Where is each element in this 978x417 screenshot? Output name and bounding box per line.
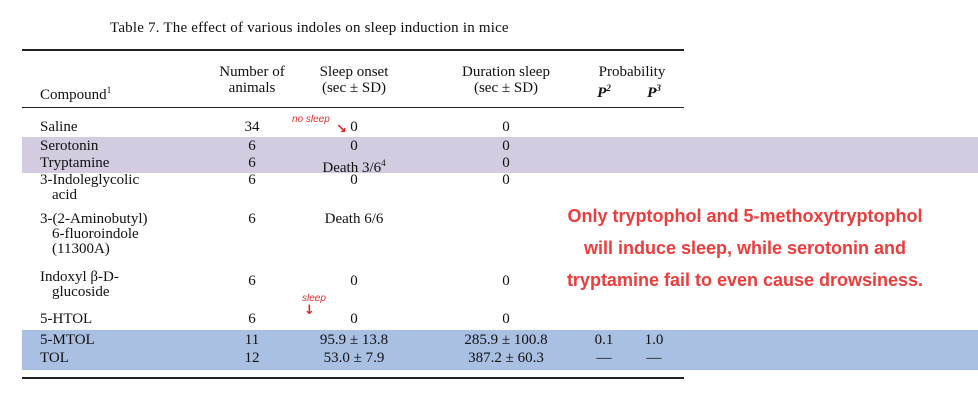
- compound-name: TOL: [40, 350, 69, 366]
- compound-name: Tryptamine: [40, 155, 110, 171]
- header-sleep-onset: Sleep onset (sec ± SD): [319, 64, 389, 96]
- duration-value: 0: [502, 273, 510, 289]
- sleep-onset-value: 53.0 ± 7.9: [323, 350, 385, 366]
- p3-value: 1.0: [644, 332, 664, 348]
- header-p3: P3: [647, 83, 661, 101]
- compound-name: 5-HTOL: [40, 311, 93, 327]
- header-p2: P2: [597, 83, 611, 101]
- compound-name: Serotonin: [40, 138, 99, 154]
- animal-count: 6: [248, 211, 256, 227]
- table-top-rule: [22, 49, 684, 51]
- duration-value: 0: [502, 155, 510, 171]
- table-bottom-rule: [22, 377, 684, 379]
- sleep-onset-value: 0: [350, 172, 358, 188]
- animal-count: 6: [248, 311, 256, 327]
- annotation-sleep: sleep: [302, 293, 326, 304]
- table-caption: Table 7. The effect of various indoles o…: [110, 20, 509, 36]
- sleep-onset-value: 0: [350, 311, 358, 327]
- animal-count: 11: [244, 332, 260, 348]
- highlight-serotonin-tryptamine: [22, 137, 978, 173]
- p2-value: 0.1: [594, 332, 614, 348]
- header-compound: Compound1: [40, 85, 112, 103]
- animal-count: 6: [248, 155, 256, 171]
- sleep-onset-value: 0: [350, 119, 358, 135]
- p2-value: —: [596, 350, 612, 366]
- animal-count: 6: [248, 172, 256, 188]
- arrow-down-right-icon: ↘: [336, 122, 347, 137]
- compound-name: Indoxyl β-D- glucoside: [40, 269, 119, 300]
- duration-value: 285.9 ± 100.8: [464, 332, 548, 348]
- compound-name: 3-Indoleglycolic acid: [40, 172, 140, 203]
- animal-count: 34: [244, 119, 260, 135]
- sleep-onset-value: 0: [350, 273, 358, 289]
- annotation-no-sleep: no sleep: [292, 114, 330, 125]
- compound-name: 3-(2-Aminobutyl) 6-fluoroindole (11300A): [40, 211, 148, 257]
- duration-value: 0: [502, 138, 510, 154]
- header-duration-sleep: Duration sleep (sec ± SD): [462, 64, 550, 96]
- sleep-onset-value: Death 3/64: [322, 158, 386, 176]
- p3-value: —: [646, 350, 662, 366]
- duration-value: 0: [502, 119, 510, 135]
- animal-count: 6: [248, 138, 256, 154]
- explanation-callout: Only tryptophol and 5-methoxytryptophol …: [566, 206, 924, 290]
- sleep-onset-value: 95.9 ± 13.8: [319, 332, 389, 348]
- duration-value: 0: [502, 172, 510, 188]
- highlight-mtol-tol: [22, 330, 978, 370]
- animal-count: 12: [244, 350, 260, 366]
- sleep-onset-value: 0: [350, 138, 358, 154]
- header-probability: Probability: [598, 64, 666, 80]
- animal-count: 6: [248, 273, 256, 289]
- duration-value: 387.2 ± 60.3: [468, 350, 544, 366]
- table-header-rule: [22, 107, 684, 108]
- duration-value: 0: [502, 311, 510, 327]
- arrow-down-icon: ↓: [304, 303, 315, 318]
- header-number-of-animals: Number of animals: [219, 64, 285, 96]
- compound-name: 5-MTOL: [40, 332, 95, 348]
- sleep-onset-value: Death 6/6: [324, 211, 384, 227]
- compound-name: Saline: [40, 119, 78, 135]
